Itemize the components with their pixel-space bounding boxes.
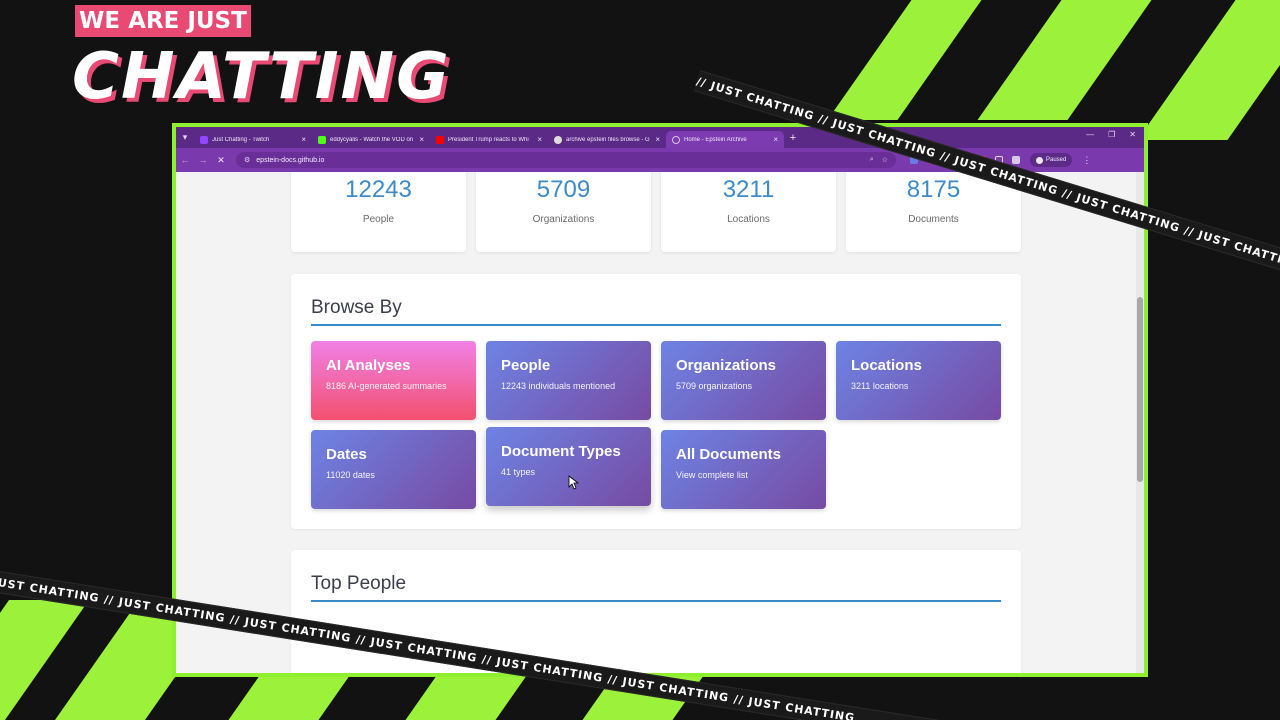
- close-icon[interactable]: ×: [655, 135, 660, 144]
- section-divider: [311, 324, 1001, 326]
- url-text: epstein-docs.github.io: [256, 156, 325, 164]
- browse-card-people[interactable]: People 12243 individuals mentioned: [486, 341, 651, 420]
- url-field[interactable]: ⚙ epstein-docs.github.io ⌕ ☆: [236, 152, 896, 168]
- stat-card-people: 12243 People: [291, 172, 466, 252]
- card-subtitle: 12243 individuals mentioned: [501, 381, 616, 391]
- browse-card-all-documents[interactable]: All Documents View complete list: [661, 430, 826, 509]
- decor-stripe: [1137, 0, 1280, 140]
- close-icon[interactable]: ×: [301, 135, 306, 144]
- tab-title: Home - Epstein Archive: [684, 136, 747, 143]
- browse-card-organizations[interactable]: Organizations 5709 organizations: [661, 341, 826, 420]
- card-title: Dates: [326, 446, 367, 463]
- stat-card-organizations: 5709 Organizations: [476, 172, 651, 252]
- card-subtitle: 3211 locations: [851, 381, 909, 391]
- browse-card-locations[interactable]: Locations 3211 locations: [836, 341, 1001, 420]
- media-controls-icon[interactable]: [1012, 156, 1020, 164]
- extension-icon[interactable]: [910, 156, 918, 164]
- card-title: AI Analyses: [326, 357, 411, 374]
- twitch-icon: [200, 135, 208, 144]
- card-title: People: [501, 357, 551, 374]
- stat-label: Documents: [908, 214, 959, 225]
- tab-bar: ▾ Just Chatting - Twitch × eddycyalis - …: [176, 127, 1144, 148]
- minimize-icon[interactable]: —: [1086, 130, 1095, 139]
- card-title: Organizations: [676, 357, 777, 374]
- browse-card-ai-analyses[interactable]: AI Analyses 8186 AI-generated summaries: [311, 341, 476, 420]
- browser-tab[interactable]: archive epstein files browse - G ×: [548, 131, 666, 148]
- youtube-icon: [436, 135, 444, 144]
- card-subtitle: 41 types: [501, 467, 536, 477]
- kick-icon: [318, 135, 326, 144]
- stat-card-documents: 8175 Documents: [846, 172, 1021, 252]
- site-info-icon[interactable]: ⚙: [244, 157, 251, 164]
- stat-label: Organizations: [532, 214, 595, 225]
- card-subtitle: View complete list: [676, 470, 748, 480]
- tab-title: Just Chatting - Twitch: [212, 136, 270, 143]
- stat-value: 8175: [906, 176, 961, 203]
- bookmark-star-icon[interactable]: ☆: [881, 157, 888, 164]
- close-icon[interactable]: ×: [773, 135, 778, 144]
- browse-by-section: Browse By AI Analyses 8186 AI-generated …: [291, 274, 1021, 529]
- browser-tab[interactable]: Just Chatting - Twitch ×: [194, 131, 312, 148]
- browser-window: ▾ Just Chatting - Twitch × eddycyalis - …: [176, 127, 1144, 673]
- stat-value: 3211: [722, 176, 775, 203]
- card-title: All Documents: [676, 446, 782, 463]
- card-subtitle: 8186 AI-generated summaries: [326, 381, 447, 391]
- page-scrollbar[interactable]: [1136, 172, 1144, 673]
- overlay-title: CHATTING: [72, 40, 451, 114]
- close-icon[interactable]: ×: [537, 135, 542, 144]
- page-viewport[interactable]: 12243 People 5709 Organizations 3211 Loc…: [176, 172, 1136, 673]
- card-title: Document Types: [501, 443, 621, 460]
- section-title: Top People: [311, 573, 407, 594]
- new-tab-icon[interactable]: +: [789, 131, 797, 144]
- stat-label: People: [362, 214, 395, 225]
- browser-tab-active[interactable]: Home - Epstein Archive ×: [666, 131, 784, 148]
- profile-paused-button[interactable]: Paused: [1030, 153, 1073, 167]
- browser-tab[interactable]: eddycyalis - Watch the VOD on ×: [312, 131, 430, 148]
- menu-icon[interactable]: ⋮: [1082, 154, 1092, 165]
- decor-stripe: [827, 0, 1003, 120]
- close-window-icon[interactable]: ✕: [1129, 130, 1136, 139]
- forward-icon[interactable]: →: [198, 155, 208, 165]
- window-controls: — ❐ ✕: [1086, 130, 1136, 139]
- card-subtitle: 5709 organizations: [676, 381, 753, 391]
- browse-card-document-types[interactable]: Document Types 41 types: [486, 427, 651, 506]
- paused-label: Paused: [1046, 157, 1067, 163]
- card-subtitle: 11020 dates: [326, 470, 375, 480]
- section-divider: [311, 600, 1001, 602]
- maximize-icon[interactable]: ❐: [1108, 130, 1116, 139]
- tab-title: eddycyalis - Watch the VOD on: [330, 136, 414, 143]
- browser-tab[interactable]: President Trump reacts to Whi ×: [430, 131, 548, 148]
- google-icon: [554, 135, 562, 144]
- stat-card-locations: 3211 Locations: [661, 172, 836, 252]
- stat-label: Locations: [727, 214, 770, 225]
- stat-value: 5709: [536, 176, 591, 203]
- overlay-badge: WE ARE JUST: [75, 5, 251, 37]
- back-icon[interactable]: ←: [180, 155, 190, 165]
- browse-card-dates[interactable]: Dates 11020 dates: [311, 430, 476, 509]
- tab-title: archive epstein files browse - G: [566, 136, 650, 143]
- card-title: Locations: [851, 357, 922, 374]
- loading-icon: [672, 135, 680, 144]
- scrollbar-thumb[interactable]: [1137, 297, 1143, 482]
- tab-title: President Trump reacts to Whi: [448, 136, 529, 143]
- mouse-cursor-icon: [568, 475, 580, 490]
- stop-loading-icon[interactable]: ✕: [217, 154, 225, 165]
- close-icon[interactable]: ×: [419, 135, 424, 144]
- decor-stripe: [977, 0, 1173, 120]
- avatar: [1036, 156, 1043, 164]
- tab-search-icon[interactable]: ▾: [182, 132, 188, 142]
- zoom-icon[interactable]: ⌕: [869, 156, 874, 163]
- section-title: Browse By: [311, 297, 402, 318]
- stat-value: 12243: [345, 176, 412, 203]
